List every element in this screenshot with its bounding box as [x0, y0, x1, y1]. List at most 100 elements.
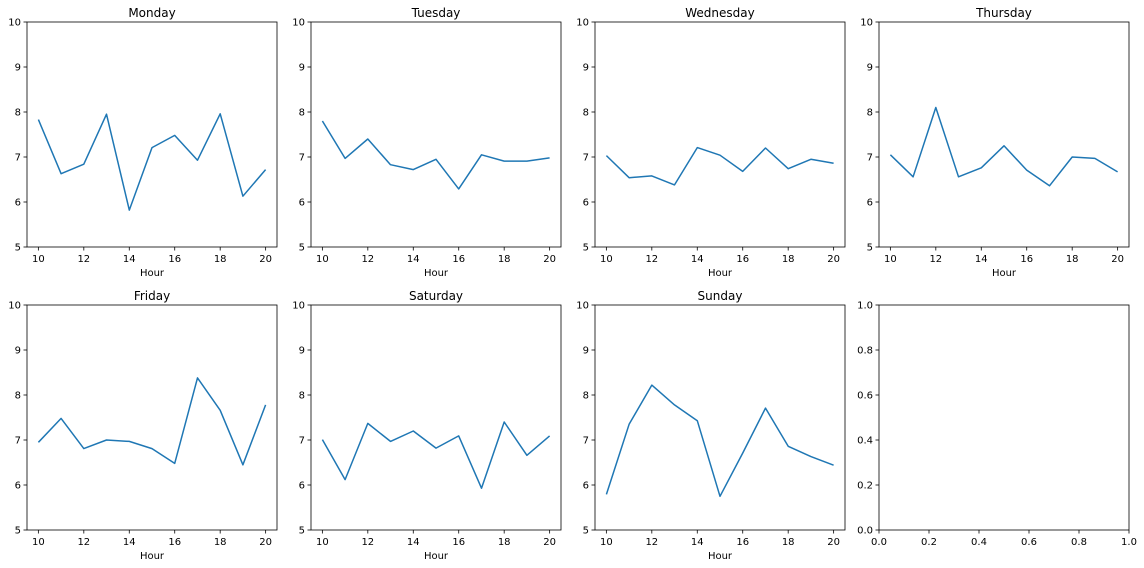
subplot-title: Monday — [128, 6, 175, 20]
x-tick-label: 18 — [782, 537, 795, 548]
y-tick-label: 8 — [15, 391, 21, 402]
subplot-monday: 10 12 14 16 18 20 5 6 7 8 9 10 Monday Hour — [8, 6, 278, 279]
x-tick-label: 16 — [736, 537, 749, 548]
x-tick-label: 10 — [316, 254, 329, 265]
x-tick-label: 20 — [543, 537, 556, 548]
series-line — [321, 421, 551, 489]
y-tick-label: 7 — [15, 153, 21, 164]
y-tick-label: 6 — [867, 198, 873, 209]
subplot-title: Wednesday — [685, 6, 754, 20]
x-tick-label: 18 — [214, 537, 227, 548]
x-tick-label: 0.8 — [1071, 537, 1087, 548]
y-tick-label: 7 — [583, 153, 589, 164]
y-tick-label: 5 — [15, 526, 21, 537]
y-tick-label: 9 — [299, 346, 305, 357]
y-tick-label: 10 — [8, 18, 21, 29]
x-axis-label: Hour — [140, 551, 165, 562]
x-tick-label: 20 — [1111, 254, 1124, 265]
y-tick-label: 10 — [860, 18, 873, 29]
y-tick-label: 5 — [299, 243, 305, 254]
x-tick-label: 14 — [975, 254, 988, 265]
y-tick-label: 10 — [292, 301, 305, 312]
series-line — [321, 120, 550, 190]
x-tick-label: 0.0 — [871, 537, 887, 548]
x-tick-label: 14 — [407, 537, 420, 548]
subplot-title: Thursday — [975, 6, 1032, 20]
subplot-friday: 10 12 14 16 18 20 5 6 7 8 9 10 Friday Hour — [8, 289, 278, 562]
series-line — [37, 377, 267, 466]
x-axis-label: Hour — [424, 551, 449, 562]
y-tick-label: 5 — [583, 243, 589, 254]
subplot-title: Friday — [134, 289, 170, 303]
x-tick-label: 18 — [498, 537, 511, 548]
x-tick-label: 14 — [691, 537, 704, 548]
y-tick-label: 9 — [583, 63, 589, 74]
x-tick-label: 14 — [691, 254, 704, 265]
y-tick-label: 8 — [15, 108, 21, 119]
x-tick-label: 12 — [77, 254, 90, 265]
y-tick-label: 10 — [576, 301, 589, 312]
x-tick-label: 16 — [1020, 254, 1033, 265]
axes-frame — [310, 304, 562, 531]
y-tick-label: 6 — [299, 481, 305, 492]
x-tick-label: 18 — [498, 254, 511, 265]
x-tick-label: 20 — [259, 254, 272, 265]
series-line — [605, 146, 834, 186]
x-tick-label: 20 — [827, 537, 840, 548]
x-tick-label: 10 — [32, 537, 45, 548]
x-tick-label: 14 — [123, 537, 136, 548]
y-tick-label: 0.2 — [857, 481, 873, 492]
y-tick-label: 10 — [292, 18, 305, 29]
y-tick-label: 7 — [15, 436, 21, 447]
subplot-sunday: 10 12 14 16 18 20 5 6 7 8 9 10 Sunday Hour — [576, 289, 846, 562]
x-tick-label: 14 — [123, 254, 136, 265]
x-tick-label: 18 — [1066, 254, 1079, 265]
subplot-tuesday: 10 12 14 16 18 20 5 6 7 8 9 10 Tuesday Hour — [292, 6, 562, 279]
axes-frame — [594, 304, 846, 531]
x-tick-label: 10 — [884, 254, 897, 265]
y-tick-label: 9 — [583, 346, 589, 357]
y-tick-label: 5 — [15, 243, 21, 254]
y-tick-label: 7 — [867, 153, 873, 164]
y-tick-label: 7 — [583, 436, 589, 447]
y-tick-label: 7 — [299, 153, 305, 164]
subplot-title: Tuesday — [411, 6, 461, 20]
subplot-saturday: 10 12 14 16 18 20 5 6 7 8 9 10 Saturday Hour — [292, 289, 562, 562]
x-tick-label: 10 — [600, 537, 613, 548]
y-tick-label: 10 — [576, 18, 589, 29]
axes-frame — [878, 304, 1130, 531]
y-tick-label: 8 — [299, 108, 305, 119]
axes-frame — [26, 304, 278, 531]
y-tick-label: 10 — [8, 301, 21, 312]
x-axis-label: Hour — [708, 268, 733, 279]
y-tick-label: 6 — [15, 198, 21, 209]
x-tick-label: 14 — [407, 254, 420, 265]
axes-frame — [26, 21, 278, 248]
subplot-title: Sunday — [698, 289, 743, 303]
x-tick-label: 1.0 — [1121, 537, 1137, 548]
y-tick-label: 6 — [583, 481, 589, 492]
axes-frame — [594, 21, 846, 248]
series-line — [605, 384, 834, 498]
x-tick-label: 12 — [361, 537, 374, 548]
series-line — [37, 113, 267, 211]
x-tick-label: 18 — [214, 254, 227, 265]
x-axis-label: Hour — [708, 551, 733, 562]
subplot-title: Saturday — [409, 289, 463, 303]
subplot-wednesday: 10 12 14 16 18 20 5 6 7 8 9 10 Wednesday Hour — [576, 6, 846, 279]
x-tick-label: 10 — [600, 254, 613, 265]
x-axis-label: Hour — [992, 268, 1017, 279]
y-tick-label: 6 — [583, 198, 589, 209]
y-tick-label: 9 — [15, 63, 21, 74]
x-tick-label: 12 — [929, 254, 942, 265]
y-tick-label: 8 — [299, 391, 305, 402]
y-tick-label: 0.6 — [857, 391, 873, 402]
y-tick-label: 8 — [867, 108, 873, 119]
x-tick-label: 16 — [452, 537, 465, 548]
x-tick-label: 18 — [782, 254, 795, 265]
x-tick-label: 12 — [77, 537, 90, 548]
y-tick-label: 9 — [867, 63, 873, 74]
x-tick-label: 20 — [543, 254, 556, 265]
x-tick-label: 20 — [259, 537, 272, 548]
